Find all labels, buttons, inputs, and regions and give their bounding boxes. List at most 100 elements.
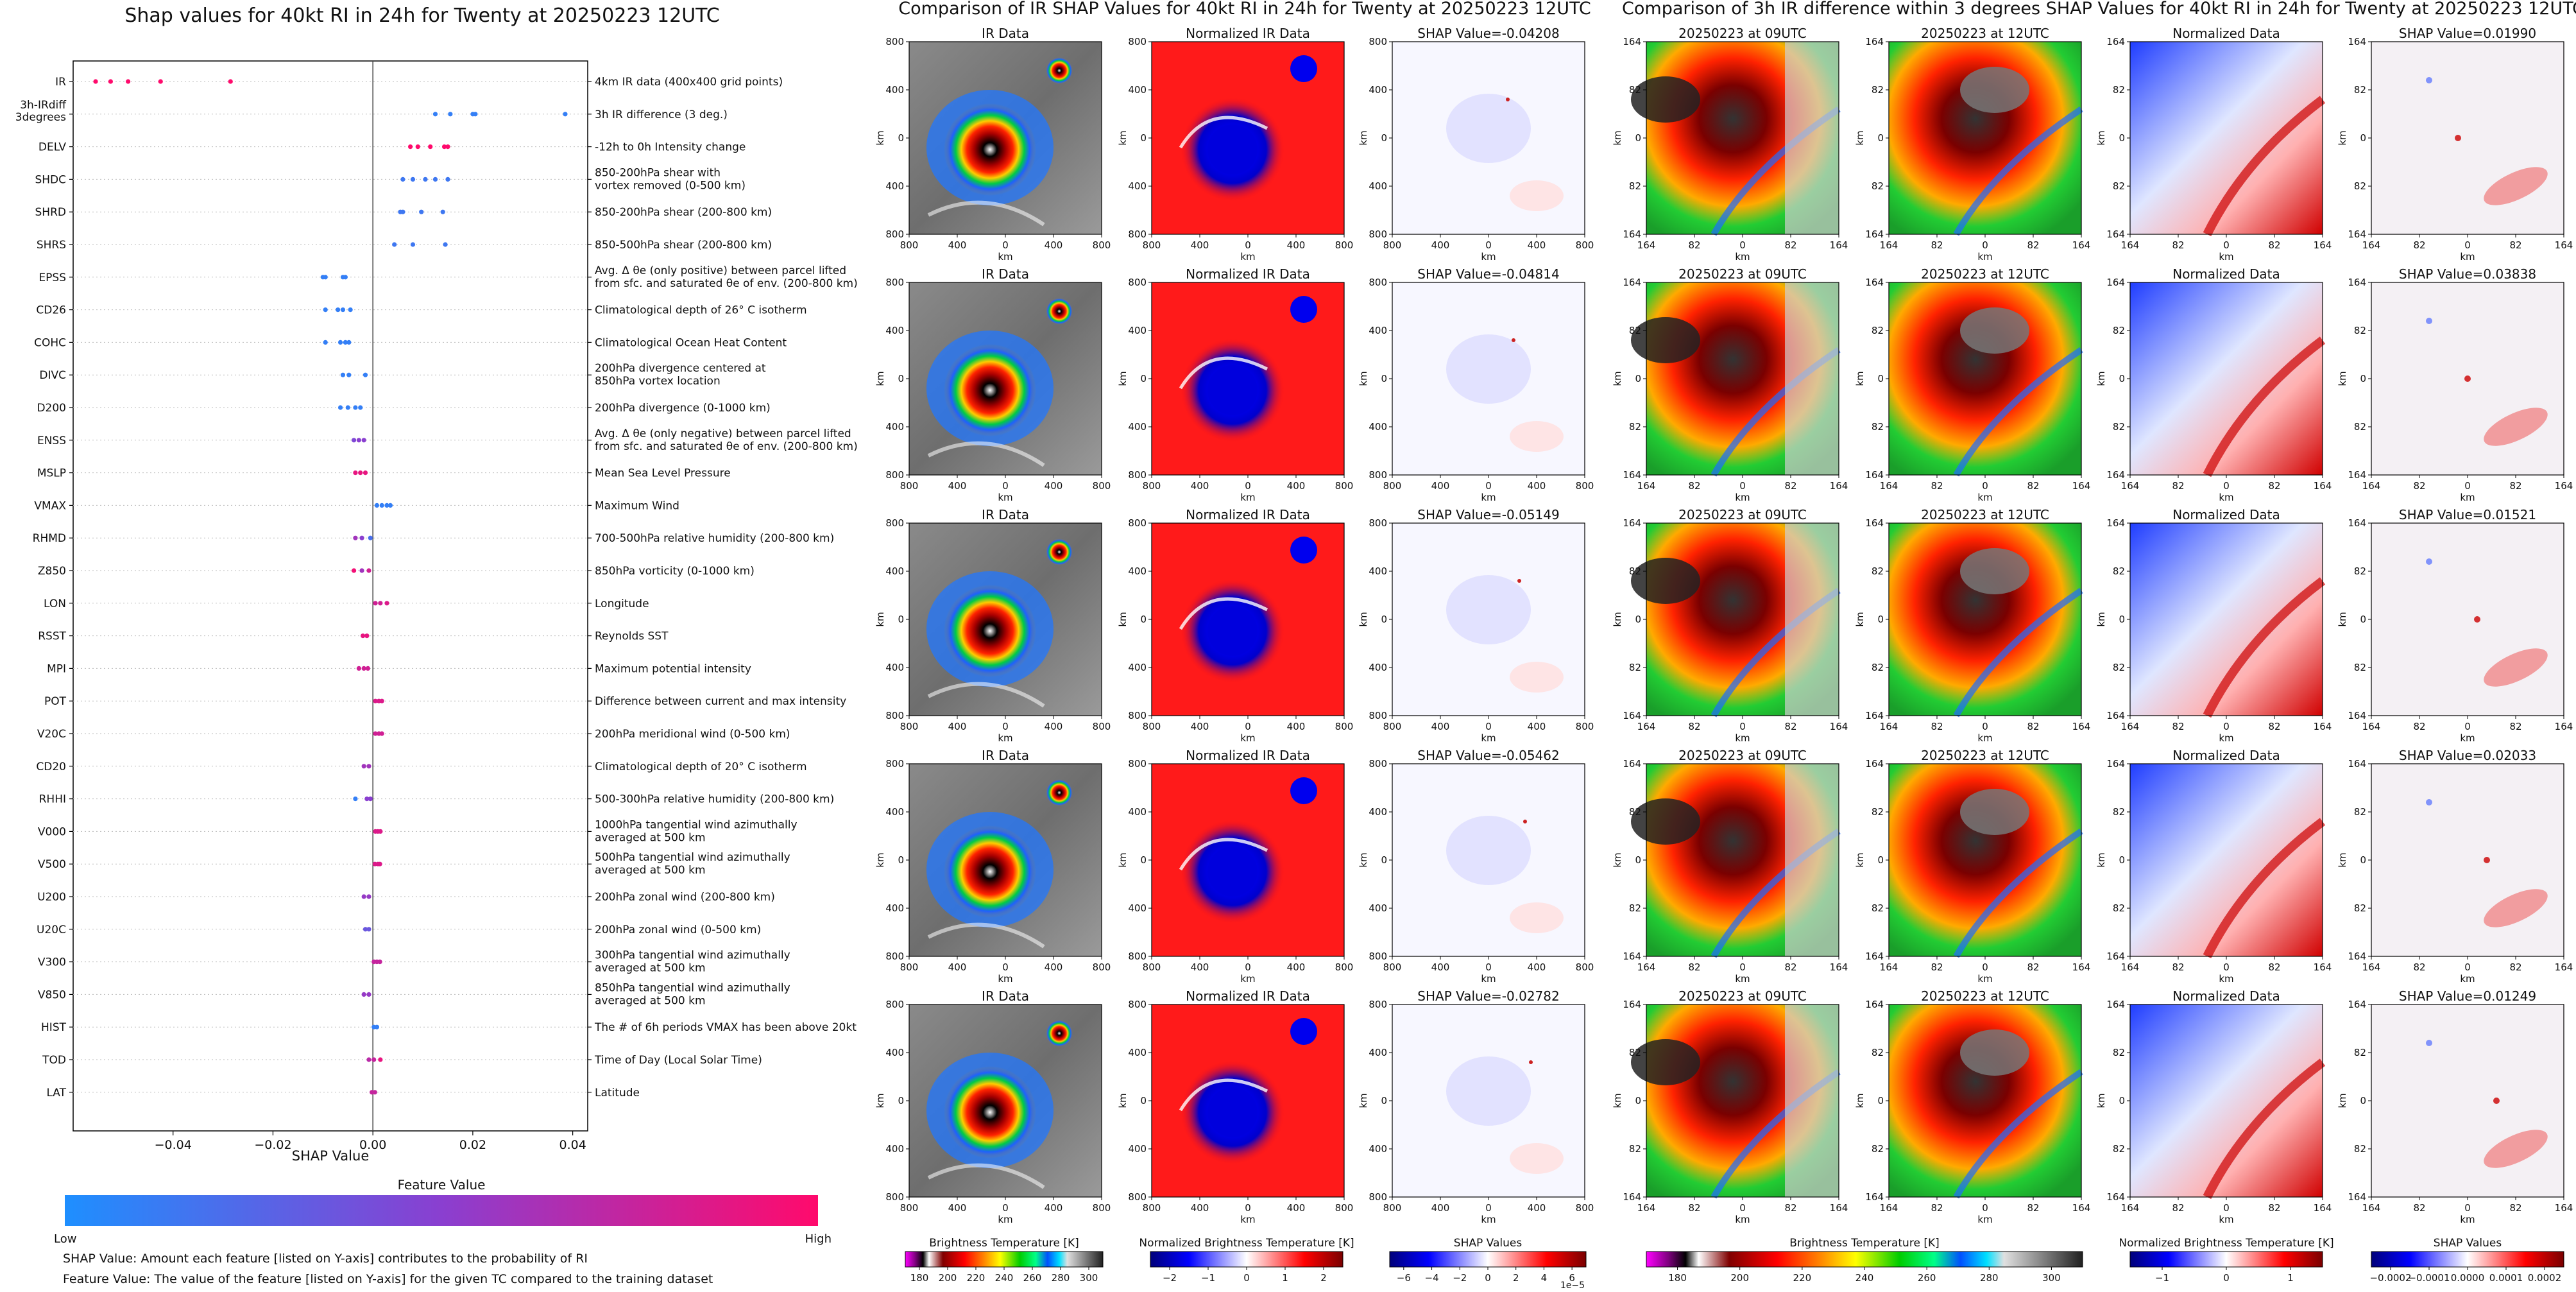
tick-label: 400 [1287, 480, 1306, 492]
feature-description: Difference between current and max inten… [595, 695, 846, 708]
feature-description: 850-200hPa shear (200-800 km) [595, 206, 772, 219]
feature-label: EPSS [38, 271, 66, 284]
ir-image [909, 282, 1102, 475]
shap-point [365, 666, 370, 671]
tick-label: 164 [2348, 1191, 2366, 1203]
diff-shap-image [2371, 42, 2564, 234]
shap-point [415, 144, 420, 150]
tick-label: 82 [1872, 806, 1884, 818]
shap-point [373, 731, 378, 736]
shap-note-1: SHAP Value: Amount each feature [listed … [63, 1252, 588, 1266]
shap-point [93, 79, 98, 84]
tick-label: 800 [1335, 721, 1354, 732]
cbar-tick-label: 1 [1282, 1272, 1288, 1284]
tick-label: 800 [1369, 517, 1387, 529]
cbar-tick-label: 220 [967, 1272, 985, 1284]
feature-label: U200 [37, 891, 66, 904]
tick-label: 82 [1931, 239, 1943, 251]
tick-label: 800 [1093, 721, 1111, 732]
axis-label: km [998, 973, 1012, 985]
shap-point [379, 503, 384, 508]
shap-point [378, 829, 383, 834]
tick-label: 164 [1865, 36, 1884, 47]
feature-description: Reynolds SST [595, 630, 669, 643]
shap-point [441, 144, 447, 150]
tick-label: 164 [2555, 239, 2573, 251]
diff-shap-image [2371, 282, 2564, 475]
tick-label: 164 [2314, 239, 2332, 251]
axis-label: km [874, 1093, 886, 1108]
axis-label: km [2460, 732, 2475, 744]
tick-label: 0 [2464, 721, 2471, 732]
axis-label: km [998, 732, 1012, 744]
tick-label: 82 [2113, 1143, 2125, 1155]
feature-description: The # of 6h periods VMAX has been above … [594, 1021, 857, 1034]
axis-label: km [1854, 1093, 1866, 1108]
tick-label: 82 [1629, 84, 1641, 96]
tick-label: 82 [1784, 480, 1796, 492]
axis-label: km [1240, 732, 1255, 744]
shap-point [368, 797, 373, 802]
axis-label: km [2460, 1214, 2475, 1225]
tick-label: 164 [2348, 758, 2366, 770]
axis-label: km [1735, 732, 1750, 744]
diff-shap-value-title: SHAP Value=0.01990 [2399, 26, 2536, 41]
tick-label: 400 [1045, 1202, 1063, 1214]
tick-label: 800 [1143, 721, 1161, 732]
axis-label: km [1358, 130, 1369, 145]
tick-label: 400 [1528, 239, 1546, 251]
normalized-ir-image [1152, 282, 1344, 475]
panel-title: Normalized IR Data [1186, 26, 1310, 41]
tick-label: 0 [1635, 373, 1641, 384]
shap-map-image [1392, 282, 1585, 475]
tick-label: 164 [1880, 961, 1898, 973]
axis-label: km [1358, 612, 1369, 626]
cbar-tick-label: 2 [1513, 1272, 1519, 1284]
axis-label: km [1977, 251, 1992, 263]
tick-label: 82 [2113, 565, 2125, 577]
axis-label: km [1117, 852, 1129, 867]
diff-shap-value-title: SHAP Value=0.01249 [2399, 988, 2536, 1004]
tick-label: 400 [1431, 239, 1450, 251]
shap-point [337, 340, 343, 345]
tick-label: 800 [1128, 36, 1147, 47]
tick-label: 400 [1191, 239, 1209, 251]
diff-shap-colorbar-label: SHAP Values [2434, 1237, 2502, 1250]
shap-map-image [1392, 1004, 1585, 1197]
tick-label: 400 [885, 902, 904, 914]
feature-label: VMAX [34, 499, 66, 512]
x-tick-label: −0.04 [155, 1138, 192, 1152]
tick-label: 82 [1784, 721, 1796, 732]
axis-label: km [1117, 130, 1129, 145]
tick-label: 164 [1865, 999, 1884, 1010]
ir-shap-value-title: SHAP Value=-0.02782 [1417, 988, 1559, 1004]
tick-label: 164 [2121, 961, 2140, 973]
ir-shap-value-title: SHAP Value=-0.05149 [1417, 507, 1559, 522]
axis-label: km [1358, 852, 1369, 867]
tick-label: 400 [948, 480, 967, 492]
feature-label: U20C [37, 924, 66, 936]
panel-title: Normalized IR Data [1186, 988, 1310, 1004]
shap-point [432, 112, 438, 117]
tick-label: 0 [1381, 373, 1387, 384]
feature-description: 300hPa tangential wind azimuthally averag… [595, 949, 790, 975]
ir-shap-value-title: SHAP Value=-0.05462 [1417, 748, 1559, 763]
cbar-tick-label: 220 [1793, 1272, 1812, 1284]
shap-point [359, 535, 364, 540]
tick-label: 164 [1865, 277, 1884, 288]
axis-label: km [1612, 371, 1623, 386]
tick-label: 0 [2119, 854, 2125, 866]
tick-label: 400 [1431, 1202, 1450, 1214]
axis-label: km [998, 492, 1012, 503]
panel-title: Normalized IR Data [1186, 507, 1310, 522]
feature-label: SHRS [37, 239, 66, 252]
tick-label: 82 [2113, 1047, 2125, 1058]
tick-label: 82 [2027, 1202, 2039, 1214]
tick-label: 0 [1381, 132, 1387, 144]
tick-label: 400 [1128, 84, 1147, 96]
tick-label: 82 [1688, 480, 1700, 492]
tick-label: 164 [2362, 961, 2381, 973]
cbar-tick-label: −2 [1163, 1272, 1177, 1284]
tick-label: 0 [1140, 1095, 1147, 1107]
tick-label: 164 [2362, 1202, 2381, 1214]
